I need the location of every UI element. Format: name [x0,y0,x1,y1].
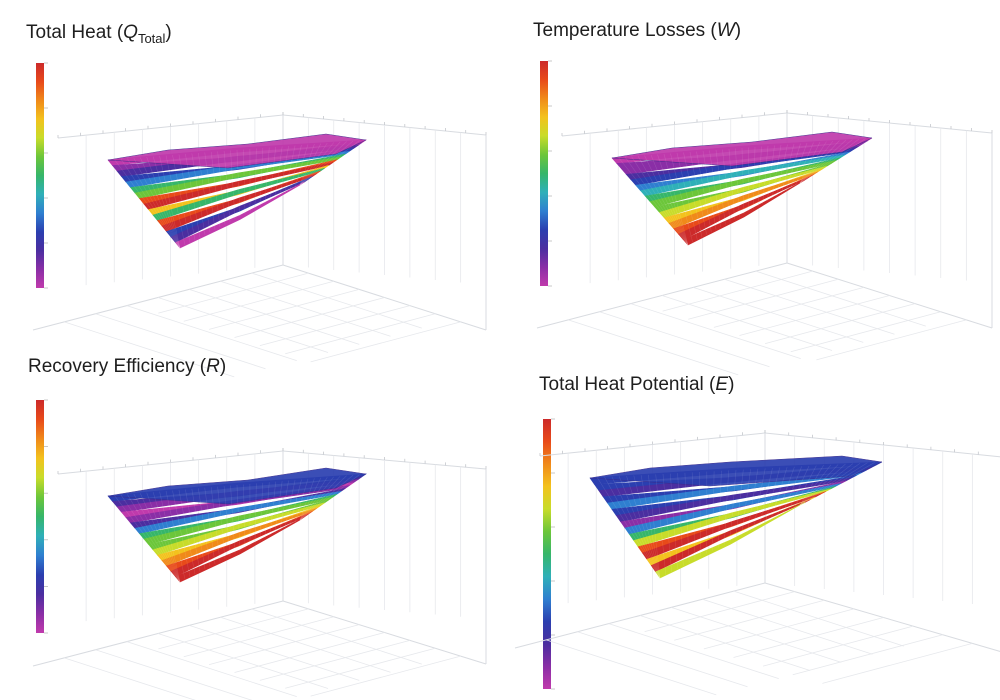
reservoir-top-surface [107,133,367,169]
reservoir-body [589,455,883,579]
colorbar-gradient [36,400,44,633]
panel-total-heat: Total Heat (QTotal) [0,0,500,378]
axes-box [514,430,1000,696]
reservoir-layer [175,181,305,249]
reservoir-body [107,467,368,583]
reservoir-top-surface [589,455,883,487]
plot-3d-recovery-efficiency [32,399,487,700]
reservoir-layer [175,516,305,583]
reservoir-top-surface [107,467,367,505]
panel-total-heat-potential: Total Heat Potential (E) [505,350,1000,700]
reservoir-layer [655,502,806,579]
reservoir-body [611,131,873,246]
colorbar-gradient [540,61,548,286]
panel-title: Total Heat (QTotal) [26,22,172,46]
plot-3d-temperature-losses [536,60,993,376]
reservoir-top-surface [611,131,873,167]
reservoir-layer [682,179,805,246]
plot-3d-total-heat-potential [514,418,1000,696]
panel-temperature-losses: Temperature Losses (W) [505,0,1000,376]
plot-3d-total-heat [32,62,487,378]
panel-title: Temperature Losses (W) [533,20,742,41]
panel-title: Total Heat Potential (E) [539,374,735,395]
panel-title: Recovery Efficiency (R) [28,356,227,377]
colorbar-gradient [543,419,551,689]
reservoir-body [107,133,368,249]
panel-recovery-efficiency: Recovery Efficiency (R) [0,350,500,700]
colorbar-gradient [36,63,44,288]
